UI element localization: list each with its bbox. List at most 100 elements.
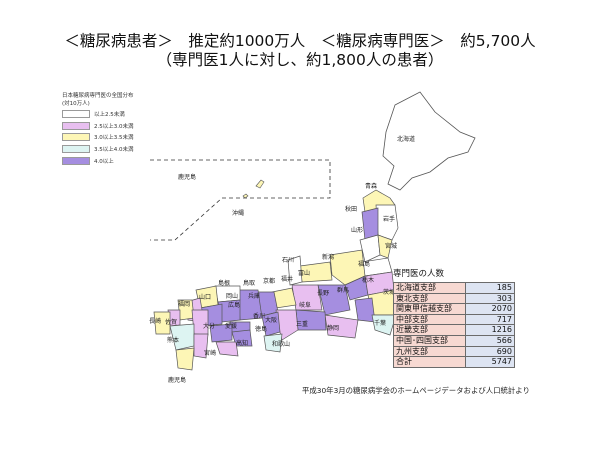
branch-count: 1216 [465, 324, 515, 336]
map-label: 福井 [281, 275, 293, 283]
prefecture-wakayama [263, 333, 283, 353]
map-label: 宮崎 [204, 349, 216, 357]
map-label: 鳥取 [243, 279, 255, 287]
branch-name: 中国･四国支部 [393, 334, 466, 347]
map-label: 熊本 [167, 336, 179, 344]
prefecture-kochi [215, 341, 239, 357]
map-label: 岐阜 [299, 301, 311, 309]
map-label: 岩手 [383, 215, 395, 223]
prefecture-ehime [209, 323, 233, 343]
map-label: 福岡 [178, 300, 190, 308]
branch-count: 717 [465, 313, 515, 326]
legend-item: 4.0以上 [62, 155, 134, 166]
legend-item: 3.5以上4.0未満 [62, 144, 134, 155]
table-row: 九州支部 690 [393, 345, 515, 358]
legend-item: 2.5以上3.0未満 [62, 121, 134, 132]
map-label: 北海道 [397, 135, 415, 143]
prefecture-osaka [261, 311, 281, 337]
map-label: 新潟 [322, 253, 334, 261]
map-label: 山形 [351, 226, 363, 234]
title-block: ＜糖尿病患者＞ 推定約1000万人 ＜糖尿病専門医＞ 約5,700人 （専門医1… [0, 32, 600, 70]
total-label: 合計 [393, 356, 466, 368]
table-row: 関東甲信越支部 2070 [393, 303, 515, 315]
branch-count: 303 [465, 292, 515, 305]
prefecture-nagasaki [153, 311, 171, 335]
map-label: 青森 [365, 182, 377, 190]
branch-count: 2070 [465, 303, 515, 315]
prefecture-ishikawa [287, 255, 303, 286]
legend-label: 2.5以上3.0未満 [94, 123, 134, 130]
total-count: 5747 [465, 356, 515, 368]
legend-swatch [62, 156, 90, 165]
prefecture-tokyo-area [354, 297, 376, 323]
map-label: 鹿児島 [168, 376, 186, 384]
title-line-2: （専門医1人に対し、約1,800人の患者） [156, 51, 444, 69]
legend-item: 以上2.5未満 [62, 109, 134, 120]
legend-label: 以上2.5未満 [94, 112, 125, 119]
branch-count: 566 [465, 334, 515, 347]
map-label: 島根 [218, 279, 230, 287]
map-label: 栃木 [362, 276, 374, 284]
map-label: 石川 [282, 257, 294, 264]
map-label: 山口 [199, 293, 211, 301]
branch-name: 関東甲信越支部 [393, 303, 466, 315]
map-label: 大分 [203, 322, 215, 330]
map-label: 長野 [317, 289, 329, 297]
table-row: 中部支部 717 [393, 313, 515, 326]
table-row: 東北支部 303 [393, 292, 515, 305]
prefecture-nagano [317, 284, 351, 316]
legend-swatch [62, 121, 90, 130]
okinawa-island [255, 179, 265, 189]
legend-label: 3.5以上4.0未満 [94, 147, 134, 154]
okinawa-island [242, 193, 249, 199]
map-label: 静岡 [327, 324, 339, 332]
hokkaido-region [382, 91, 476, 191]
prefecture-akita [361, 207, 379, 241]
map-label: 富山 [298, 269, 310, 277]
map-label: 宮城 [385, 242, 397, 250]
legend-swatch [62, 133, 90, 142]
branch-name: 北海道支部 [393, 282, 466, 294]
legend-label: 3.0以上3.5未満 [94, 135, 134, 142]
map-label: 愛媛 [225, 322, 237, 330]
map-label: 三重 [296, 320, 308, 328]
legend-swatch [62, 145, 90, 154]
prefecture-chiba [371, 314, 397, 336]
table-row: 近畿支部 1216 [393, 324, 515, 336]
source-note: 平成30年3月の糖尿病学会のホームページデータおよび人口統計より [302, 386, 530, 395]
map-label: 秋田 [345, 205, 357, 213]
table-total-row: 合計 5747 [393, 356, 515, 368]
map-label: 和歌山 [272, 340, 290, 348]
map-label: 岡山 [226, 292, 238, 300]
prefecture-shizuoka [324, 314, 359, 339]
inset-frame [150, 159, 331, 241]
specialist-table-panel: 専門医の人数 北海道支部 185 東北支部 303 関東甲信越支部 2070 中部支部… [393, 268, 515, 368]
branch-name: 近畿支部 [393, 324, 466, 336]
prefecture-kagoshima [175, 347, 195, 371]
map-label: 沖縄 [232, 209, 244, 217]
legend-swatch [62, 110, 90, 119]
map-label: 大阪 [265, 316, 277, 324]
table-title: 専門医の人数 [393, 269, 445, 279]
title-line-1: ＜糖尿病患者＞ 推定約1000万人 ＜糖尿病専門医＞ 約5,700人 [64, 32, 536, 50]
legend-label: 4.0以上 [94, 158, 114, 165]
branch-name: 中部支部 [393, 313, 466, 326]
map-label: 京都 [263, 277, 275, 285]
branch-name: 九州支部 [393, 345, 466, 358]
map-label: 福島 [358, 260, 370, 268]
legend-unit: (対10万人) [62, 101, 90, 107]
map-label: 兵庫 [248, 292, 260, 300]
map-label: 徳島 [255, 325, 267, 333]
table-row: 中国･四国支部 566 [393, 334, 515, 347]
map-label: 佐賀 [165, 318, 177, 326]
map-label: 広島 [228, 301, 240, 309]
branch-count: 690 [465, 345, 515, 358]
map-legend: 日本糖尿病専門医の全国分布 (対10万人) 以上2.5未満 2.5以上3.0未満… [62, 92, 134, 166]
legend-title: 日本糖尿病専門医の全国分布 [62, 93, 134, 99]
branch-name: 東北支部 [393, 292, 466, 305]
map-label: 長崎 [149, 317, 161, 325]
map-label: 香川 [253, 312, 265, 320]
map-label: 群馬 [337, 286, 349, 294]
map-label: 鹿児島 [178, 173, 196, 181]
